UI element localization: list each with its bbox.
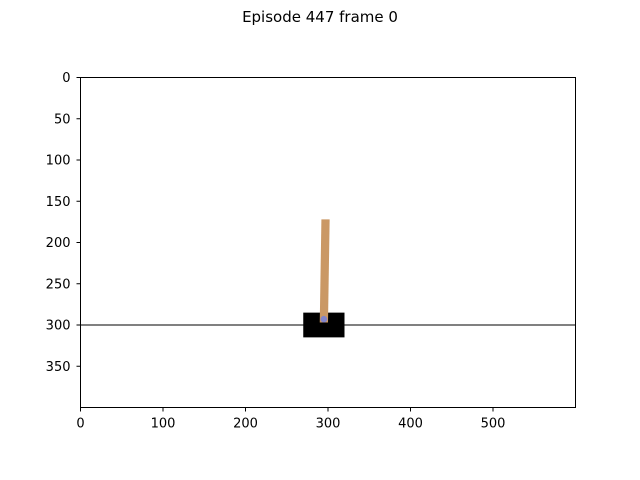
y-axis: 0 50 100 150 200 250 300 350	[46, 71, 81, 375]
pole	[319, 219, 330, 323]
x-tick-label: 100	[151, 417, 176, 432]
y-tick-label: 100	[46, 154, 71, 169]
x-tick-label: 400	[398, 417, 423, 432]
y-tick-label: 200	[46, 236, 71, 251]
figure-title: Episode 447 frame 0	[242, 8, 398, 26]
x-axis: 0 100 200 300 400 500	[76, 407, 506, 432]
y-tick-label: 300	[46, 319, 71, 334]
x-tick-label: 0	[76, 417, 84, 432]
y-tick-label: 150	[46, 195, 71, 210]
x-tick-label: 300	[316, 417, 341, 432]
game-frame	[80, 77, 576, 408]
y-tick-label: 0	[62, 71, 70, 86]
y-tick-label: 250	[46, 277, 71, 292]
x-tick-label: 500	[481, 417, 506, 432]
y-tick-label: 50	[54, 112, 71, 127]
x-tick-label: 200	[233, 417, 258, 432]
axle	[320, 315, 328, 323]
y-tick-label: 350	[46, 360, 71, 375]
